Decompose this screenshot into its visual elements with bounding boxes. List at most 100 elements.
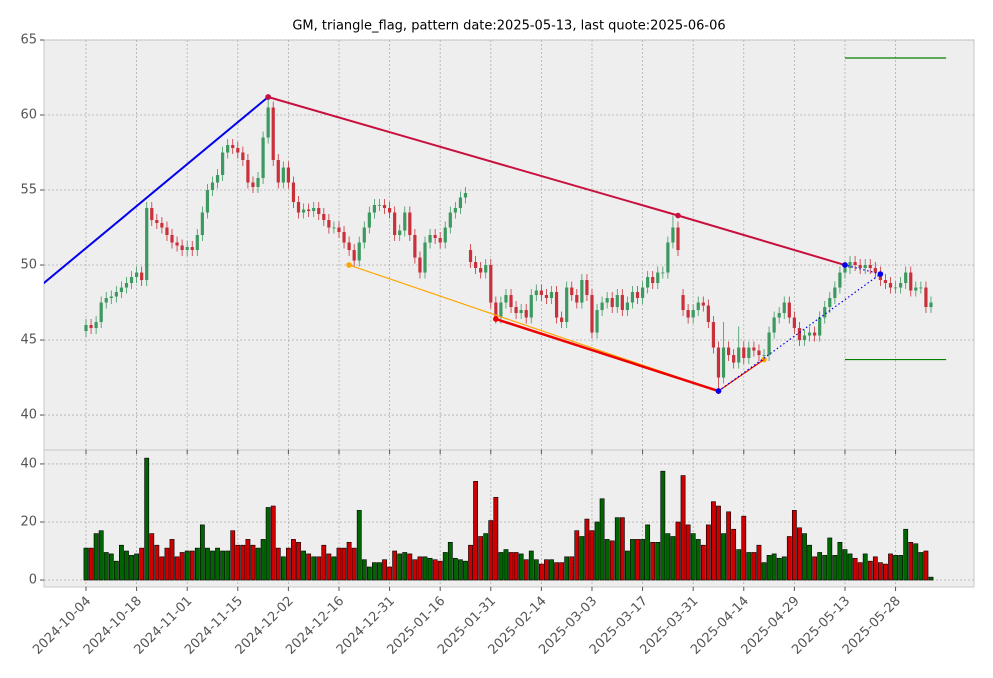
candle-body xyxy=(711,322,716,348)
volume-bar xyxy=(189,550,195,581)
volume-bar xyxy=(447,542,453,581)
volume-bar xyxy=(235,544,241,581)
candle-body xyxy=(423,242,427,273)
candle-body xyxy=(362,227,366,243)
candle-body xyxy=(858,265,862,269)
volume-bar xyxy=(392,550,398,581)
candle-body xyxy=(271,107,275,161)
volume-bar xyxy=(832,555,838,581)
candle-body xyxy=(797,328,802,341)
volume-bar xyxy=(473,481,479,581)
volume-bar xyxy=(215,547,220,581)
candle-body xyxy=(701,302,705,306)
candle-body xyxy=(818,317,822,336)
candle-body xyxy=(499,302,503,318)
volume-bar xyxy=(716,505,721,581)
candle-body xyxy=(924,287,928,308)
volume-bar xyxy=(225,550,231,581)
candle-body xyxy=(150,208,154,221)
volume-bar xyxy=(589,530,595,581)
candle-body xyxy=(494,302,498,318)
candle-body xyxy=(570,287,574,296)
volume-bar xyxy=(827,537,833,581)
candle-body xyxy=(899,283,903,288)
candle-body xyxy=(747,347,751,359)
candle-body xyxy=(367,212,371,228)
candle-body xyxy=(828,298,832,308)
volume-bar xyxy=(544,559,549,581)
volume-bar xyxy=(756,544,762,581)
candle-body xyxy=(767,332,771,356)
candle-body xyxy=(560,317,564,323)
volume-bar xyxy=(361,559,367,581)
volume-bar xyxy=(786,536,792,581)
candle-body xyxy=(757,350,761,356)
y-tick-label: 20 xyxy=(20,514,37,529)
volume-bar xyxy=(700,544,706,581)
y-tick-label: 65 xyxy=(20,33,37,48)
volume-bar xyxy=(285,547,291,581)
volume-bar xyxy=(488,520,494,581)
candle-body xyxy=(357,242,361,261)
candle-body xyxy=(129,277,134,284)
volume-bar xyxy=(387,566,392,581)
volume-bar xyxy=(113,560,119,581)
volume-bar xyxy=(412,559,418,581)
candle-body xyxy=(94,322,98,329)
volume-bar xyxy=(852,557,858,581)
volume-bar xyxy=(124,550,129,581)
volume-bar xyxy=(417,556,423,581)
volume-bar xyxy=(776,557,782,581)
candle-body xyxy=(307,209,311,212)
volume-bar xyxy=(119,544,124,581)
volume-bar xyxy=(877,562,883,581)
volume-bar xyxy=(837,542,843,581)
overlay-point xyxy=(33,287,39,293)
volume-bar xyxy=(761,562,767,581)
volume-bar xyxy=(458,559,463,581)
candle-body xyxy=(686,310,690,318)
volume-bar xyxy=(736,549,742,581)
volume-bar xyxy=(93,533,99,581)
volume-bar xyxy=(356,510,362,581)
volume-bar xyxy=(422,556,428,581)
candle-body xyxy=(301,209,306,213)
chart-title: GM, triangle_flag, pattern date:2025-05-… xyxy=(292,19,725,34)
candle-body xyxy=(575,295,579,303)
candle-body xyxy=(205,190,210,213)
candle-body xyxy=(716,347,721,378)
volume-bar xyxy=(98,530,104,581)
candle-body xyxy=(443,227,447,243)
volume-bar xyxy=(149,533,155,581)
volume-bar xyxy=(88,547,94,581)
volume-bar xyxy=(437,560,443,581)
volume-bar xyxy=(194,547,200,581)
volume-bar xyxy=(918,552,924,581)
candle-body xyxy=(529,295,533,318)
candle-body xyxy=(347,242,351,251)
volume-bar xyxy=(245,539,251,581)
candle-body xyxy=(170,235,174,243)
volume-bar xyxy=(255,547,261,581)
volume-bar xyxy=(265,507,271,581)
candle-body xyxy=(539,290,543,296)
candle-body xyxy=(590,295,594,333)
volume-bar xyxy=(321,544,327,581)
volume-bar xyxy=(705,524,711,581)
volume-bar xyxy=(766,555,772,581)
candle-body xyxy=(843,268,847,273)
volume-bar xyxy=(862,553,868,581)
candle-body xyxy=(312,208,316,212)
volume-bar xyxy=(397,553,403,581)
volume-bar xyxy=(134,553,139,581)
candle-body xyxy=(185,247,189,251)
candle-body xyxy=(418,257,422,273)
volume-bar xyxy=(619,517,625,581)
volume-bar xyxy=(883,563,888,581)
volume-bar xyxy=(528,550,534,581)
candle-body xyxy=(458,197,463,209)
volume-bar xyxy=(159,556,165,581)
candle-body xyxy=(514,307,518,314)
volume-bar xyxy=(614,517,620,581)
